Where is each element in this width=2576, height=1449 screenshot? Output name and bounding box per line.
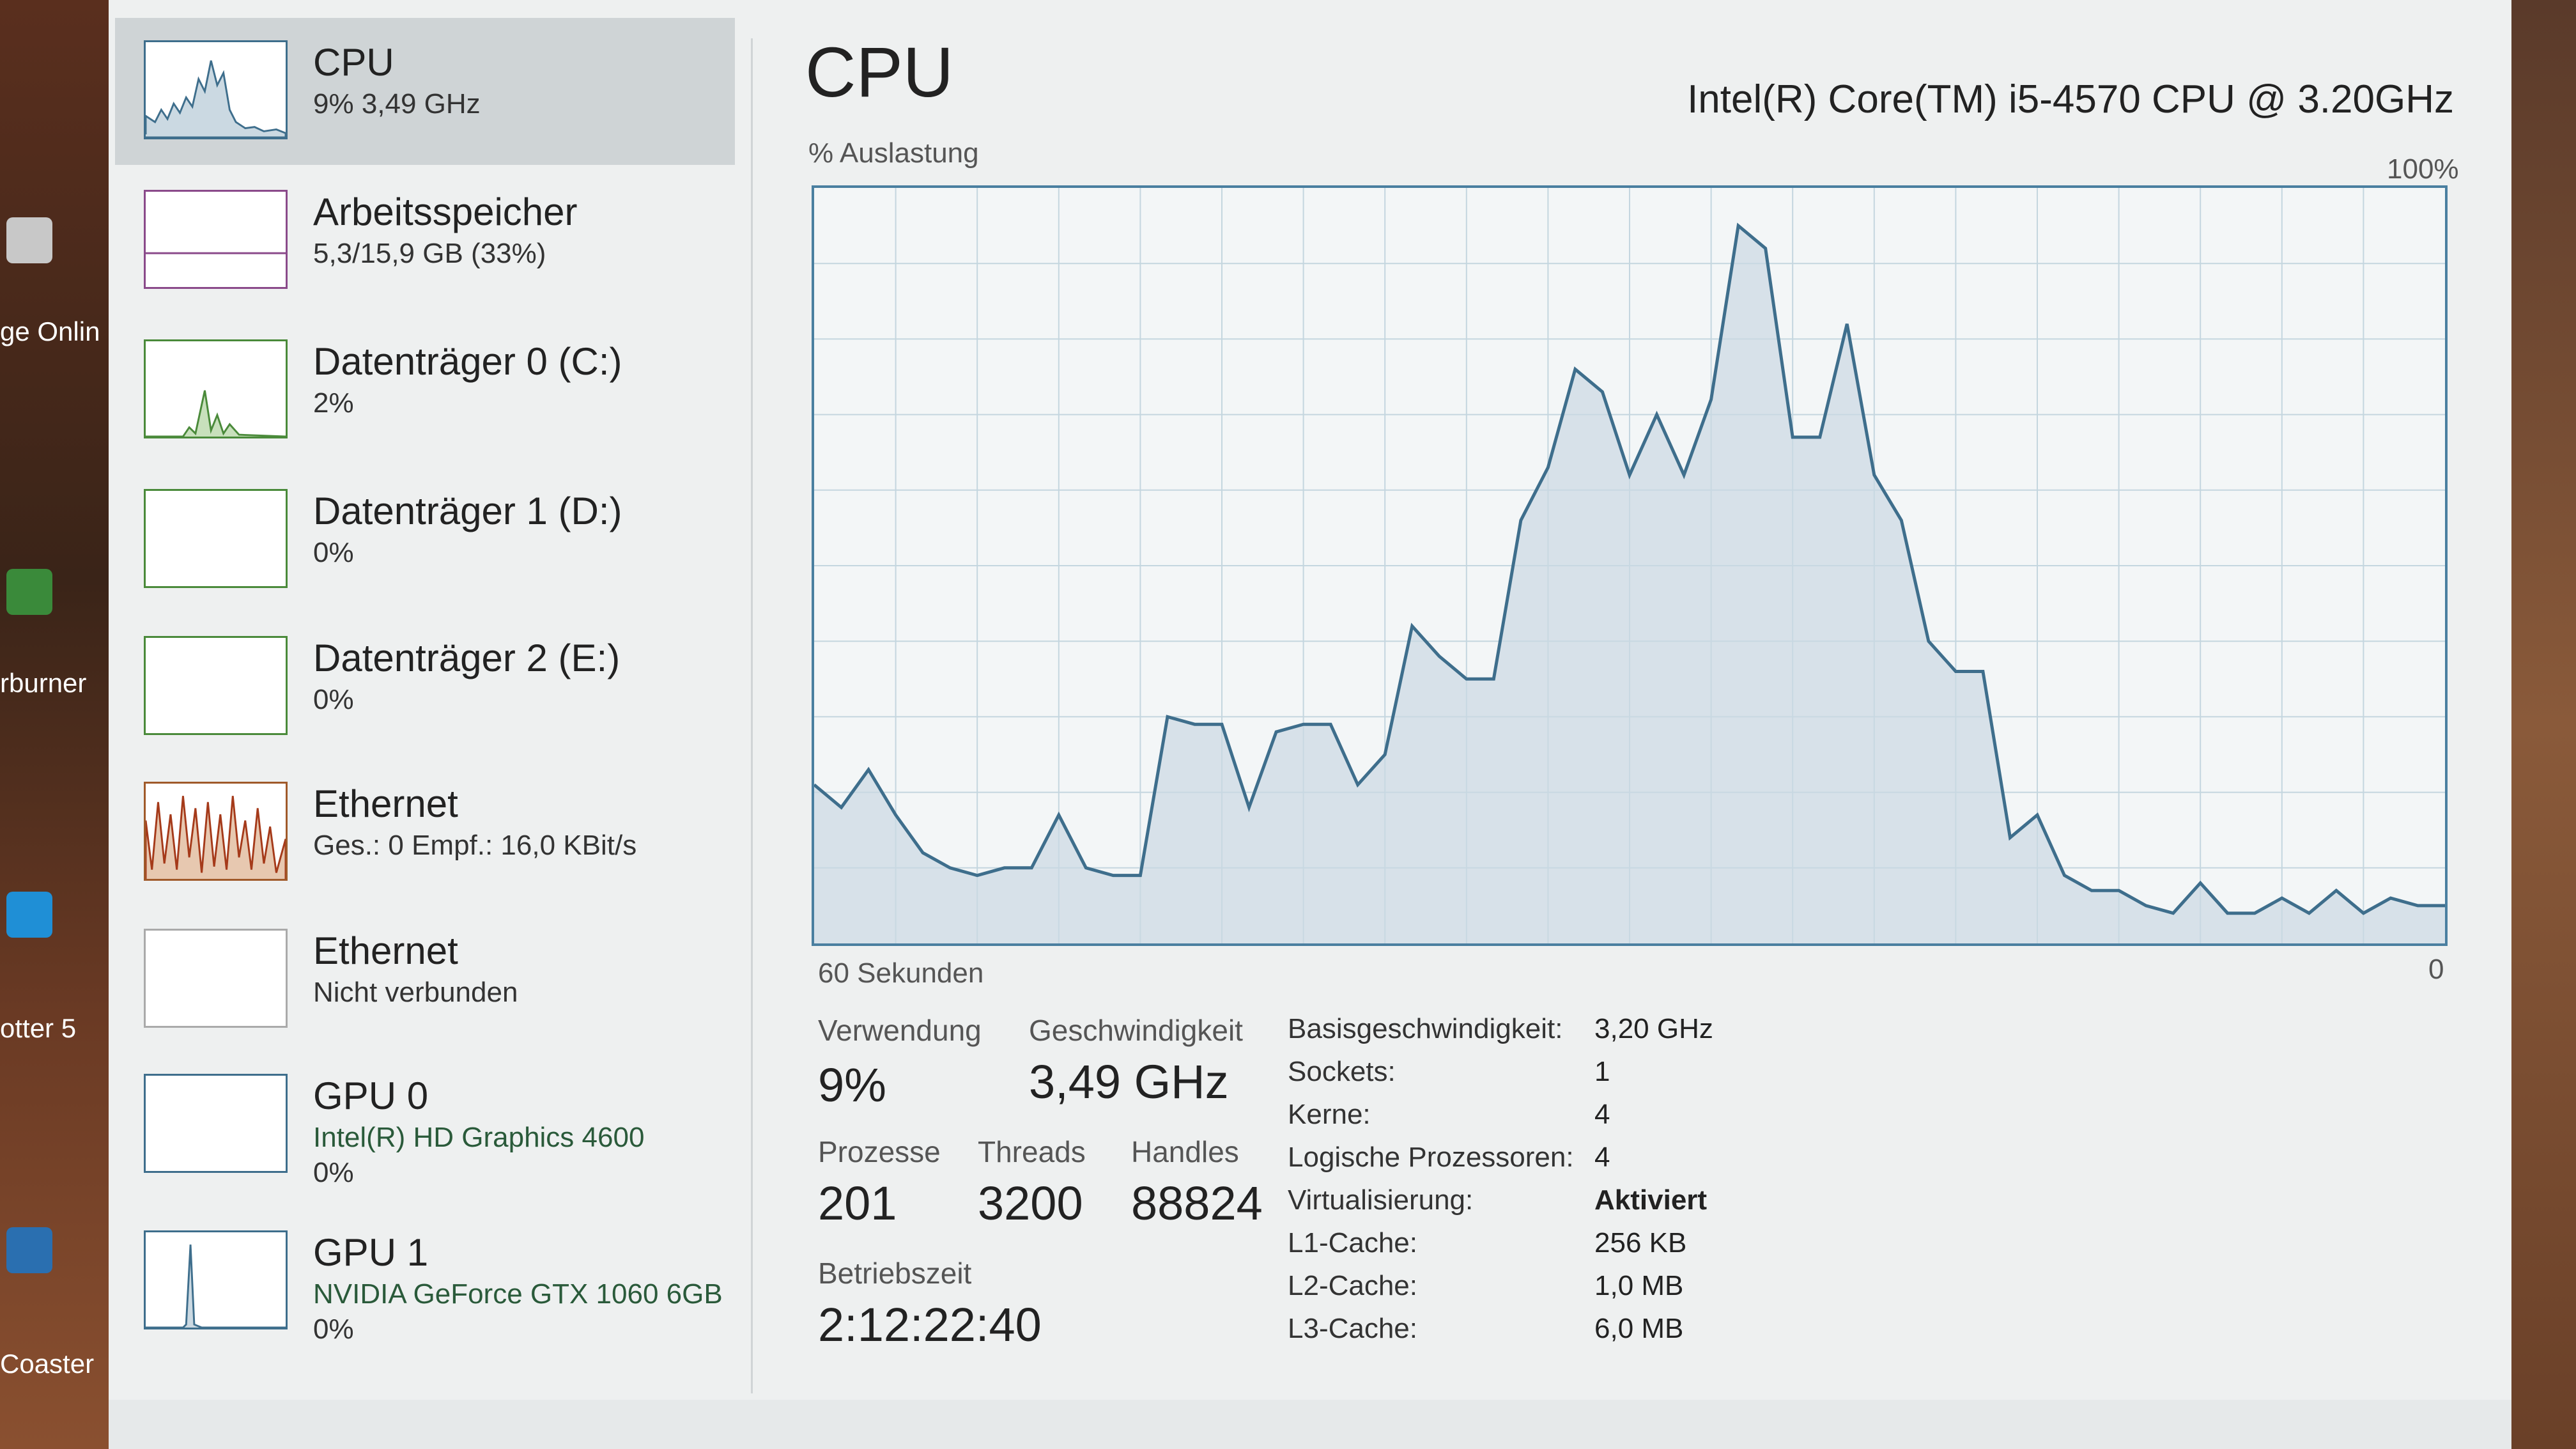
sidebar-item-sub: Nicht verbunden <box>313 977 518 1008</box>
cpu-chart-svg <box>814 188 2445 943</box>
threads-value: 3200 <box>978 1177 1083 1230</box>
detail-value: 4 <box>1594 1142 1610 1173</box>
disk-1-mini-graph <box>144 489 288 588</box>
sidebar-item-disk-1[interactable]: Datenträger 1 (D:) 0% <box>115 467 735 614</box>
desktop-label-1[interactable]: ge Onlin <box>0 316 100 346</box>
sidebar-item-label: Arbeitsspeicher <box>313 190 578 233</box>
sidebar-item-label: Ethernet <box>313 929 458 972</box>
ethernet-mini-graph <box>144 929 288 1028</box>
handles-label: Handles <box>1131 1135 1239 1168</box>
sidebar-item-sub2: 0% <box>313 1313 354 1345</box>
uptime-label: Betriebszeit <box>818 1257 972 1290</box>
handles-value: 88824 <box>1131 1177 1263 1230</box>
desktop-label-3[interactable]: otter 5 <box>0 1013 77 1043</box>
detail-key: Sockets: <box>1288 1056 1396 1087</box>
detail-value: 1,0 MB <box>1594 1270 1684 1301</box>
detail-value: Aktiviert <box>1594 1184 1708 1216</box>
graph-min-label: 0 <box>2428 954 2444 985</box>
usage-label: Verwendung <box>818 1014 982 1047</box>
detail-value: 256 KB <box>1594 1227 1687 1259</box>
sidebar-item-label: Ethernet <box>313 782 458 825</box>
page-title: CPU <box>805 33 954 112</box>
threads-label: Threads <box>978 1135 1086 1168</box>
processes-value: 201 <box>818 1177 897 1230</box>
memory-mini-graph <box>144 190 288 289</box>
ethernet-mini-graph <box>144 782 288 881</box>
detail-value: 3,20 GHz <box>1594 1013 1713 1044</box>
coaster-app-icon[interactable] <box>6 1227 52 1273</box>
sidebar-item-label: Datenträger 1 (D:) <box>313 490 622 532</box>
disk-0-mini-graph <box>144 339 288 438</box>
cpu-utilization-graph <box>812 185 2448 946</box>
sidebar-item-sub2: 0% <box>313 1157 354 1188</box>
usage-value: 9% <box>818 1058 886 1112</box>
detail-key: Logische Prozessoren: <box>1288 1142 1574 1173</box>
desktop-label-2[interactable]: rburner <box>0 668 87 698</box>
cpu-usage-area <box>814 226 2445 943</box>
detail-key: L2-Cache: <box>1288 1270 1418 1301</box>
detail-value: 6,0 MB <box>1594 1313 1684 1344</box>
sidebar-item-sub: 5,3/15,9 GB (33%) <box>313 238 546 269</box>
graph-y-label: % Auslastung <box>808 137 979 169</box>
cpu-model-name: Intel(R) Core(TM) i5-4570 CPU @ 3.20GHz <box>1687 77 2454 121</box>
sidebar-item-ethernet-1[interactable]: Ethernet Ges.: 0 Empf.: 16,0 KBit/s <box>115 759 735 906</box>
sidebar-item-label: GPU 0 <box>313 1074 429 1117</box>
app-icon[interactable] <box>6 892 52 938</box>
detail-key: Virtualisierung: <box>1288 1184 1474 1216</box>
sidebar-item-disk-0[interactable]: Datenträger 0 (C:) 2% <box>115 317 735 464</box>
cpu-usage-line <box>814 222 2445 915</box>
sidebar-item-label: Datenträger 0 (C:) <box>313 340 622 383</box>
panel-divider[interactable] <box>751 38 753 1393</box>
sidebar-item-sub: Intel(R) HD Graphics 4600 <box>313 1122 645 1153</box>
speed-label: Geschwindigkeit <box>1029 1014 1243 1047</box>
cpu-mini-graph <box>144 40 288 139</box>
speed-value: 3,49 GHz <box>1029 1055 1229 1108</box>
shield-app-icon[interactable] <box>6 569 52 615</box>
sidebar-item-gpu-0[interactable]: GPU 0 Intel(R) HD Graphics 4600 0% <box>115 1051 735 1198</box>
detail-key: Kerne: <box>1288 1099 1371 1130</box>
processes-label: Prozesse <box>818 1135 941 1168</box>
sidebar-item-label: GPU 1 <box>313 1231 429 1274</box>
sidebar-item-sub: NVIDIA GeForce GTX 1060 6GB <box>313 1278 723 1310</box>
graph-x-label: 60 Sekunden <box>818 957 984 989</box>
sidebar-item-disk-2[interactable]: Datenträger 2 (E:) 0% <box>115 614 735 761</box>
graph-max-label: 100% <box>2387 153 2459 185</box>
uptime-value: 2:12:22:40 <box>818 1298 1042 1351</box>
sidebar-item-cpu[interactable]: CPU 9% 3,49 GHz <box>115 18 735 165</box>
detail-key: L3-Cache: <box>1288 1313 1418 1344</box>
detail-key: L1-Cache: <box>1288 1227 1418 1259</box>
detail-key: Basisgeschwindigkeit: <box>1288 1013 1563 1044</box>
sidebar-item-sub: Ges.: 0 Empf.: 16,0 KBit/s <box>313 830 637 861</box>
disk-2-mini-graph <box>144 636 288 735</box>
sidebar-item-sub: 0% <box>313 684 354 715</box>
desktop-label-4[interactable]: Coaster <box>0 1349 95 1379</box>
sidebar-item-label: CPU <box>313 41 394 84</box>
sidebar-item-sub: 9% 3,49 GHz <box>313 88 481 120</box>
detail-value: 4 <box>1594 1099 1610 1130</box>
shield-app-icon[interactable] <box>6 217 52 263</box>
gpu-0-mini-graph <box>144 1074 288 1173</box>
task-manager-window: CPU 9% 3,49 GHz Arbeitsspeicher 5,3/15,9… <box>109 0 2511 1449</box>
sidebar-item-memory[interactable]: Arbeitsspeicher 5,3/15,9 GB (33%) <box>115 167 735 314</box>
sidebar-item-sub: 0% <box>313 537 354 568</box>
detail-value: 1 <box>1594 1056 1610 1087</box>
sidebar-item-sub: 2% <box>313 387 354 419</box>
gpu-1-mini-graph <box>144 1230 288 1329</box>
sidebar-item-label: Datenträger 2 (E:) <box>313 637 621 679</box>
desktop-background: ge Onlin rburner otter 5 Coaster <box>0 0 109 1449</box>
bottom-bar <box>109 1400 2511 1449</box>
sidebar-item-ethernet-2[interactable]: Ethernet Nicht verbunden <box>115 906 735 1053</box>
sidebar-item-gpu-1[interactable]: GPU 1 NVIDIA GeForce GTX 1060 6GB 0% <box>115 1208 735 1355</box>
performance-sidebar: CPU 9% 3,49 GHz Arbeitsspeicher 5,3/15,9… <box>109 0 748 1449</box>
